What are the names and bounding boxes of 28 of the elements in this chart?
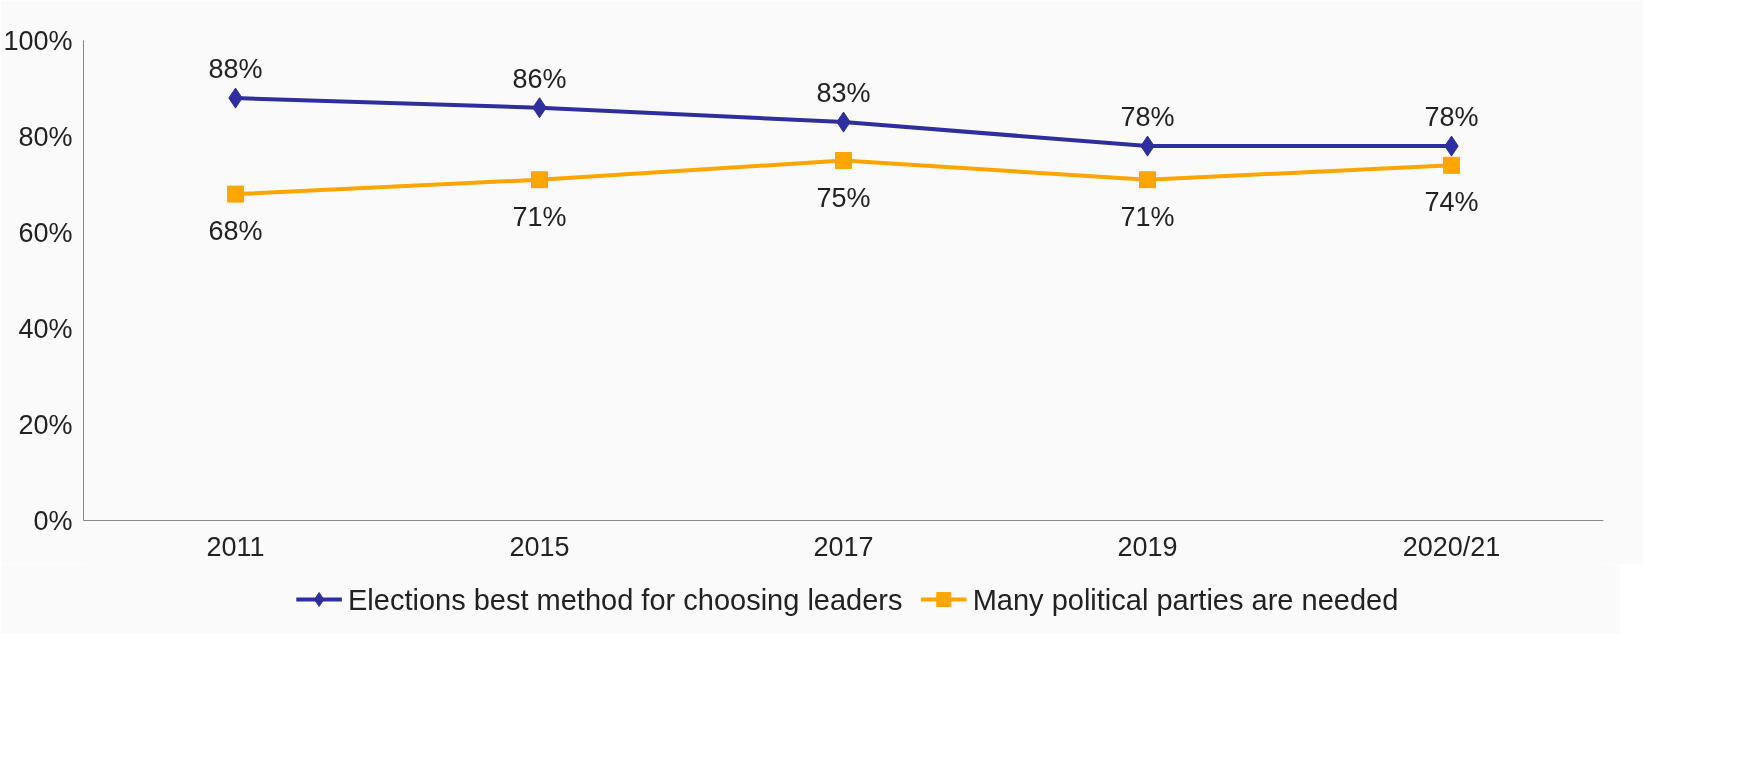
y-tick-label: 40% bbox=[18, 313, 73, 344]
y-tick-label: 20% bbox=[18, 409, 73, 440]
x-tick-label: 2020/21 bbox=[1402, 531, 1501, 562]
data-label: 88% bbox=[208, 54, 263, 85]
data-label: 75% bbox=[816, 182, 871, 213]
y-tick-label: 100% bbox=[3, 25, 73, 56]
y-tick-label: 0% bbox=[33, 505, 73, 536]
data-label: 83% bbox=[816, 78, 871, 109]
y-tick-label: 60% bbox=[18, 217, 73, 248]
y-tick-label: 80% bbox=[18, 121, 73, 152]
x-tick-label: 2015 bbox=[509, 531, 570, 562]
point bbox=[835, 152, 852, 169]
data-label: 78% bbox=[1120, 102, 1175, 133]
point bbox=[227, 185, 244, 203]
point bbox=[531, 171, 548, 189]
data-label: 74% bbox=[1424, 187, 1479, 218]
data-label: 86% bbox=[512, 63, 567, 94]
legend-label: Elections best method for choosing leaders bbox=[347, 583, 903, 616]
x-tick-label: 2011 bbox=[206, 531, 265, 562]
legend-label: Many political parties are needed bbox=[972, 583, 1399, 616]
data-label: 78% bbox=[1424, 102, 1479, 133]
x-tick-label: 2019 bbox=[1117, 531, 1178, 562]
x-tick-label: 2017 bbox=[813, 531, 874, 562]
data-label: 71% bbox=[1120, 201, 1175, 232]
point bbox=[1139, 171, 1156, 189]
data-label: 68% bbox=[208, 216, 263, 247]
point bbox=[1443, 156, 1460, 174]
data-label: 71% bbox=[512, 201, 567, 232]
